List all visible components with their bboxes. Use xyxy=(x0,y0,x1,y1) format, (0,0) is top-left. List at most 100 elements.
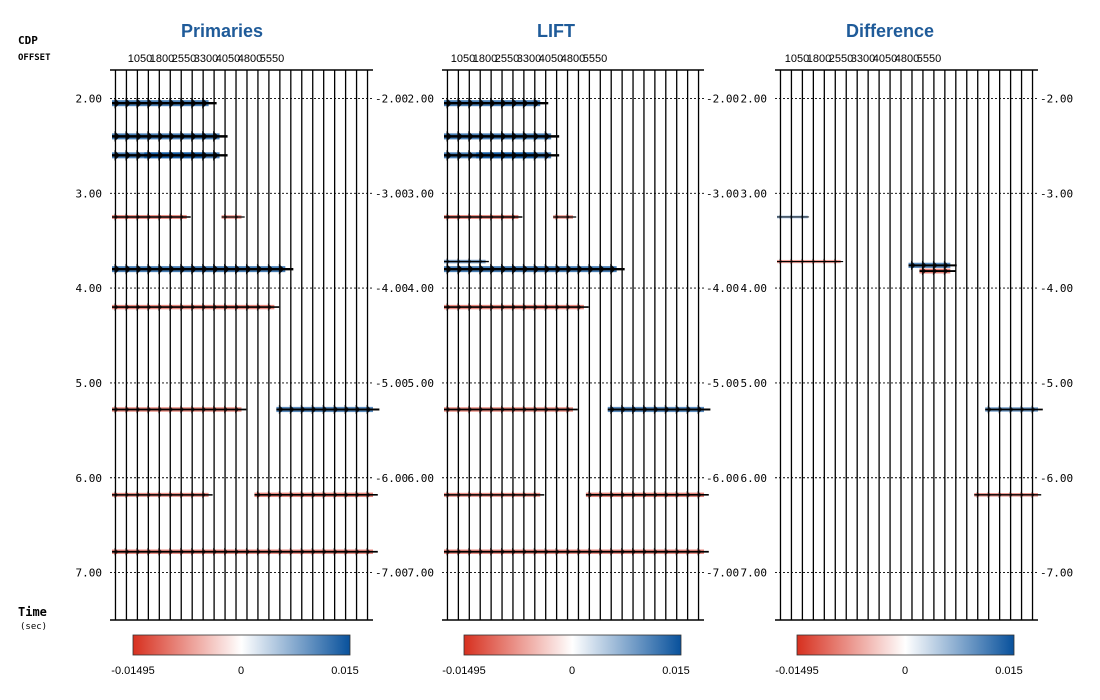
wiggle-peak xyxy=(457,97,463,109)
wiggle-peak xyxy=(653,547,658,556)
offset-tick-label: 5550 xyxy=(917,53,941,65)
panel-title: Primaries xyxy=(181,21,263,41)
wiggle-peak xyxy=(1031,491,1035,499)
time-tick-label: 3.00 xyxy=(76,187,103,200)
wiggle-peak xyxy=(522,303,527,312)
wiggle-peak xyxy=(490,303,495,312)
wiggle-peak xyxy=(577,303,582,312)
wiggle-peak xyxy=(632,547,637,556)
wiggle-peak xyxy=(158,97,164,109)
wiggle-peak xyxy=(457,130,463,142)
wiggle-peak xyxy=(147,405,152,414)
wiggle-peak xyxy=(300,490,305,499)
wiggle-peak xyxy=(533,303,538,312)
time-tick-label: -6.00 xyxy=(375,472,408,485)
wiggle-peak xyxy=(333,547,338,556)
wiggle-peak xyxy=(202,405,207,414)
wiggle-peak xyxy=(555,213,560,221)
wiggle-peak xyxy=(245,547,251,556)
wiggle-peak xyxy=(599,490,604,499)
wiggle-peak xyxy=(1020,405,1025,414)
offset-tick-label: 1800 xyxy=(807,53,831,65)
wiggle-peak xyxy=(125,130,131,142)
time-tick-labels-left: 2.00 3.00 4.00 5.00 6.00 7.00 xyxy=(741,92,768,579)
wiggle-peak xyxy=(235,213,239,221)
wiggle-peak xyxy=(278,490,283,499)
wiggle-peak xyxy=(490,405,495,414)
wiggle-peak xyxy=(366,490,371,499)
wiggle-peak xyxy=(158,405,163,414)
wiggle-peak xyxy=(446,149,452,161)
offset-tick-label: 4050 xyxy=(539,53,563,65)
wiggle-peak xyxy=(533,97,540,109)
wiggle-peak xyxy=(311,547,316,556)
time-tick-label: 4.00 xyxy=(408,282,435,295)
time-tick-label: -3.00 xyxy=(706,187,739,200)
offset-tick-label: 3300 xyxy=(194,53,218,65)
offset-tick-label: 2550 xyxy=(495,53,519,65)
wiggle-peak xyxy=(522,97,529,109)
wiggle-peak xyxy=(446,303,451,312)
wiggle-peak xyxy=(158,149,164,161)
wiggle-peak xyxy=(147,263,153,275)
wiggle-peak xyxy=(544,263,551,275)
wiggle-peak xyxy=(1031,405,1036,414)
wiggle-peak xyxy=(511,491,516,499)
colorbar: -0.01495 0 0.015 xyxy=(111,634,359,677)
time-tick-label: 4.00 xyxy=(741,282,768,295)
wiggle-peak xyxy=(114,547,119,556)
wiggle-peak xyxy=(501,405,506,414)
wiggle-peak xyxy=(555,547,560,556)
offset-tick-label: 5550 xyxy=(583,53,607,65)
wiggle-peak xyxy=(621,490,626,499)
wiggle-peak xyxy=(533,149,540,161)
panel-difference: Difference 1050180025503300405048005550 … xyxy=(741,21,1074,677)
wiggle-peak xyxy=(577,547,582,556)
time-axis-label: Time xyxy=(18,605,47,619)
wiggle-peak xyxy=(468,97,474,109)
wiggle-peak xyxy=(446,130,452,142)
offset-tick-label: 2550 xyxy=(829,53,853,65)
time-tick-label: -6.00 xyxy=(706,472,739,485)
wiggle-peak xyxy=(697,547,702,556)
wiggle-peak xyxy=(479,130,485,142)
time-tick-label: -5.00 xyxy=(375,377,408,390)
wiggle-peak xyxy=(158,263,164,275)
time-tick-label: 2.00 xyxy=(408,92,435,105)
wiggle-peak xyxy=(191,97,197,109)
wiggle-peak xyxy=(544,303,549,312)
wiggle-peak xyxy=(158,130,164,142)
wiggle-peak xyxy=(289,547,294,556)
wiggle-peak xyxy=(278,263,285,275)
wiggle-peak xyxy=(479,491,483,499)
colorbar-gradient xyxy=(463,634,682,656)
wiggle-peak xyxy=(544,405,549,414)
wiggle-peak xyxy=(256,263,263,275)
wiggle-peak xyxy=(779,214,783,220)
wiggle-peak xyxy=(501,491,505,499)
wiggle-peak xyxy=(490,547,495,556)
wiggle-peak xyxy=(501,97,507,109)
wiggle-peak xyxy=(457,547,462,556)
wiggle-peak xyxy=(457,405,462,414)
wiggle-peak xyxy=(976,491,981,499)
colorbar-min-label: -0.01495 xyxy=(111,665,154,677)
wiggle-peak xyxy=(1020,491,1024,499)
time-tick-labels-right: -2.00 -3.00 -4.00 -5.00 -6.00 -7.00 xyxy=(706,92,739,579)
wiggle-peak xyxy=(446,405,451,414)
wiggle-peak xyxy=(588,263,594,275)
wiggle-peak xyxy=(621,404,626,415)
wiggle-peak xyxy=(224,213,228,221)
wiggle-peak xyxy=(544,149,551,161)
wiggle-peak xyxy=(479,303,484,312)
wiggle-peak xyxy=(468,149,474,161)
wiggle-peak xyxy=(245,263,252,275)
time-tick-label: -7.00 xyxy=(1040,567,1073,580)
wiggle-peak xyxy=(501,213,505,221)
colorbar-max-label: 0.015 xyxy=(331,665,359,677)
wiggle-peak xyxy=(446,213,451,221)
wiggle-peak xyxy=(278,404,284,415)
wiggle-peak xyxy=(300,404,306,415)
